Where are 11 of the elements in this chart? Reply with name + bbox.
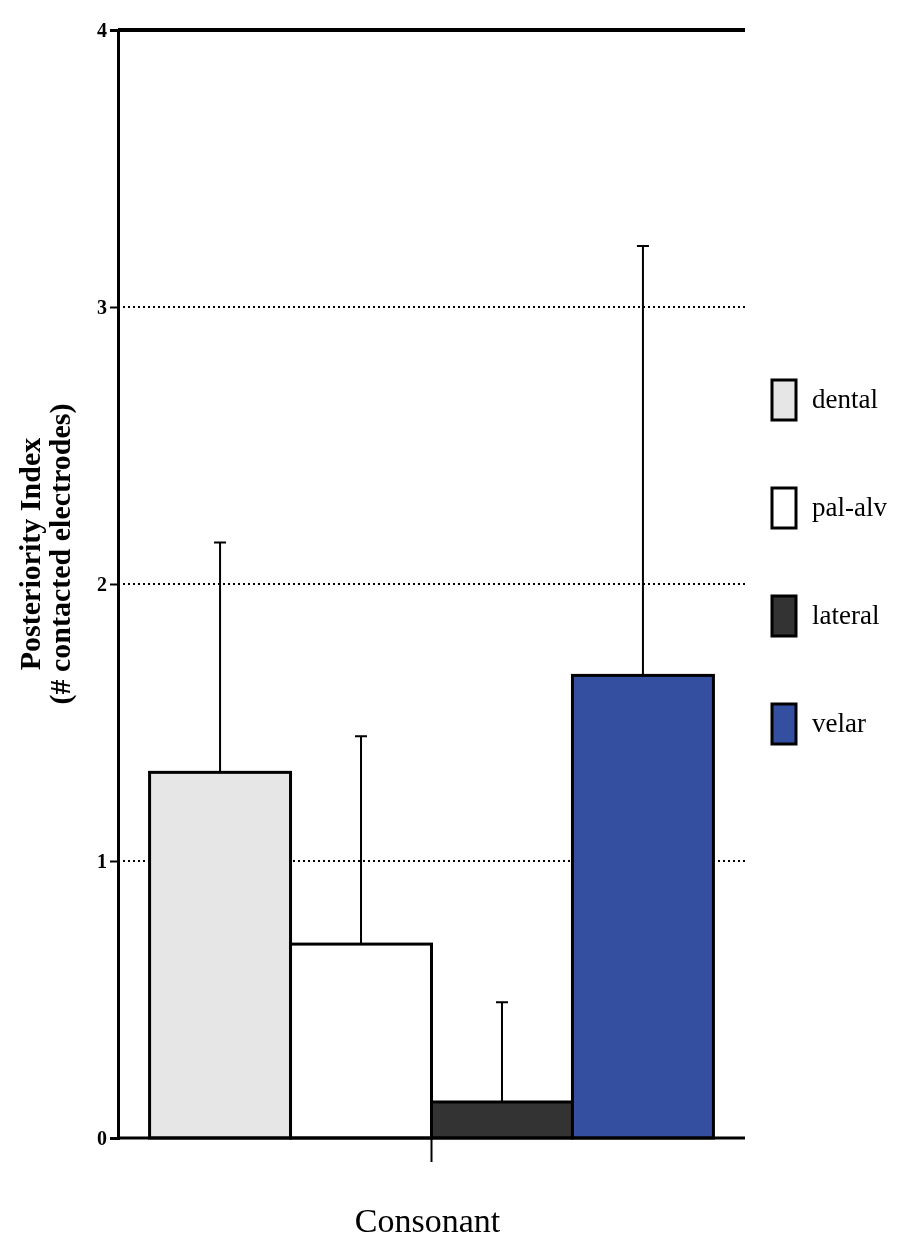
y-tick-label: 2	[97, 572, 107, 595]
legend-label: pal-alv	[812, 492, 888, 522]
legend-label: lateral	[812, 600, 880, 630]
y-tick-label: 3	[97, 295, 107, 318]
y-tick-label: 4	[97, 18, 107, 41]
x-axis-title: Consonant	[354, 1202, 501, 1239]
y-tick-label: 1	[97, 849, 107, 872]
legend-label: velar	[812, 708, 866, 738]
y-axis-title: Posteriority Index (# contacted electrodes)	[13, 403, 77, 705]
legend-label: dental	[812, 384, 878, 414]
y-tick-label: 0	[97, 1126, 107, 1149]
